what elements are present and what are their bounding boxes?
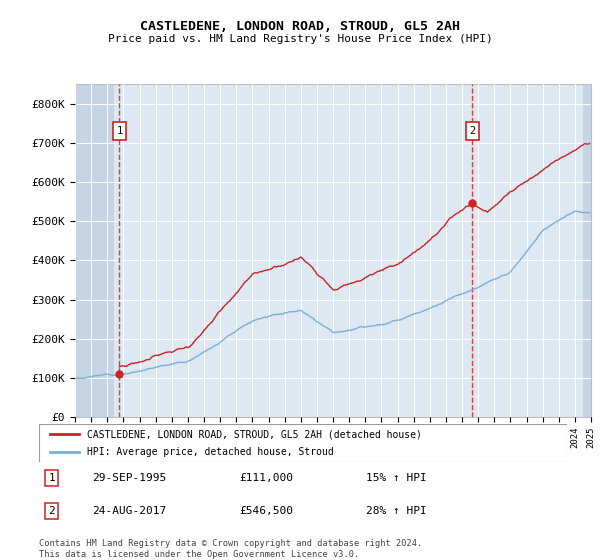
Text: 1: 1 xyxy=(49,473,55,483)
Text: 29-SEP-1995: 29-SEP-1995 xyxy=(92,473,166,483)
Bar xyxy=(75,84,114,417)
Bar xyxy=(583,84,593,417)
Text: 2: 2 xyxy=(469,126,476,136)
Text: CASTLEDENE, LONDON ROAD, STROUD, GL5 2AH: CASTLEDENE, LONDON ROAD, STROUD, GL5 2AH xyxy=(140,20,460,32)
Text: £546,500: £546,500 xyxy=(239,506,293,516)
Text: Price paid vs. HM Land Registry's House Price Index (HPI): Price paid vs. HM Land Registry's House … xyxy=(107,34,493,44)
Text: 1: 1 xyxy=(116,126,122,136)
Text: £111,000: £111,000 xyxy=(239,473,293,483)
Text: Contains HM Land Registry data © Crown copyright and database right 2024.
This d: Contains HM Land Registry data © Crown c… xyxy=(39,539,422,559)
Text: 15% ↑ HPI: 15% ↑ HPI xyxy=(367,473,427,483)
Text: 28% ↑ HPI: 28% ↑ HPI xyxy=(367,506,427,516)
Text: 2: 2 xyxy=(49,506,55,516)
FancyBboxPatch shape xyxy=(39,424,567,462)
Text: HPI: Average price, detached house, Stroud: HPI: Average price, detached house, Stro… xyxy=(86,447,333,458)
Text: 24-AUG-2017: 24-AUG-2017 xyxy=(92,506,166,516)
Text: CASTLEDENE, LONDON ROAD, STROUD, GL5 2AH (detached house): CASTLEDENE, LONDON ROAD, STROUD, GL5 2AH… xyxy=(86,429,421,439)
